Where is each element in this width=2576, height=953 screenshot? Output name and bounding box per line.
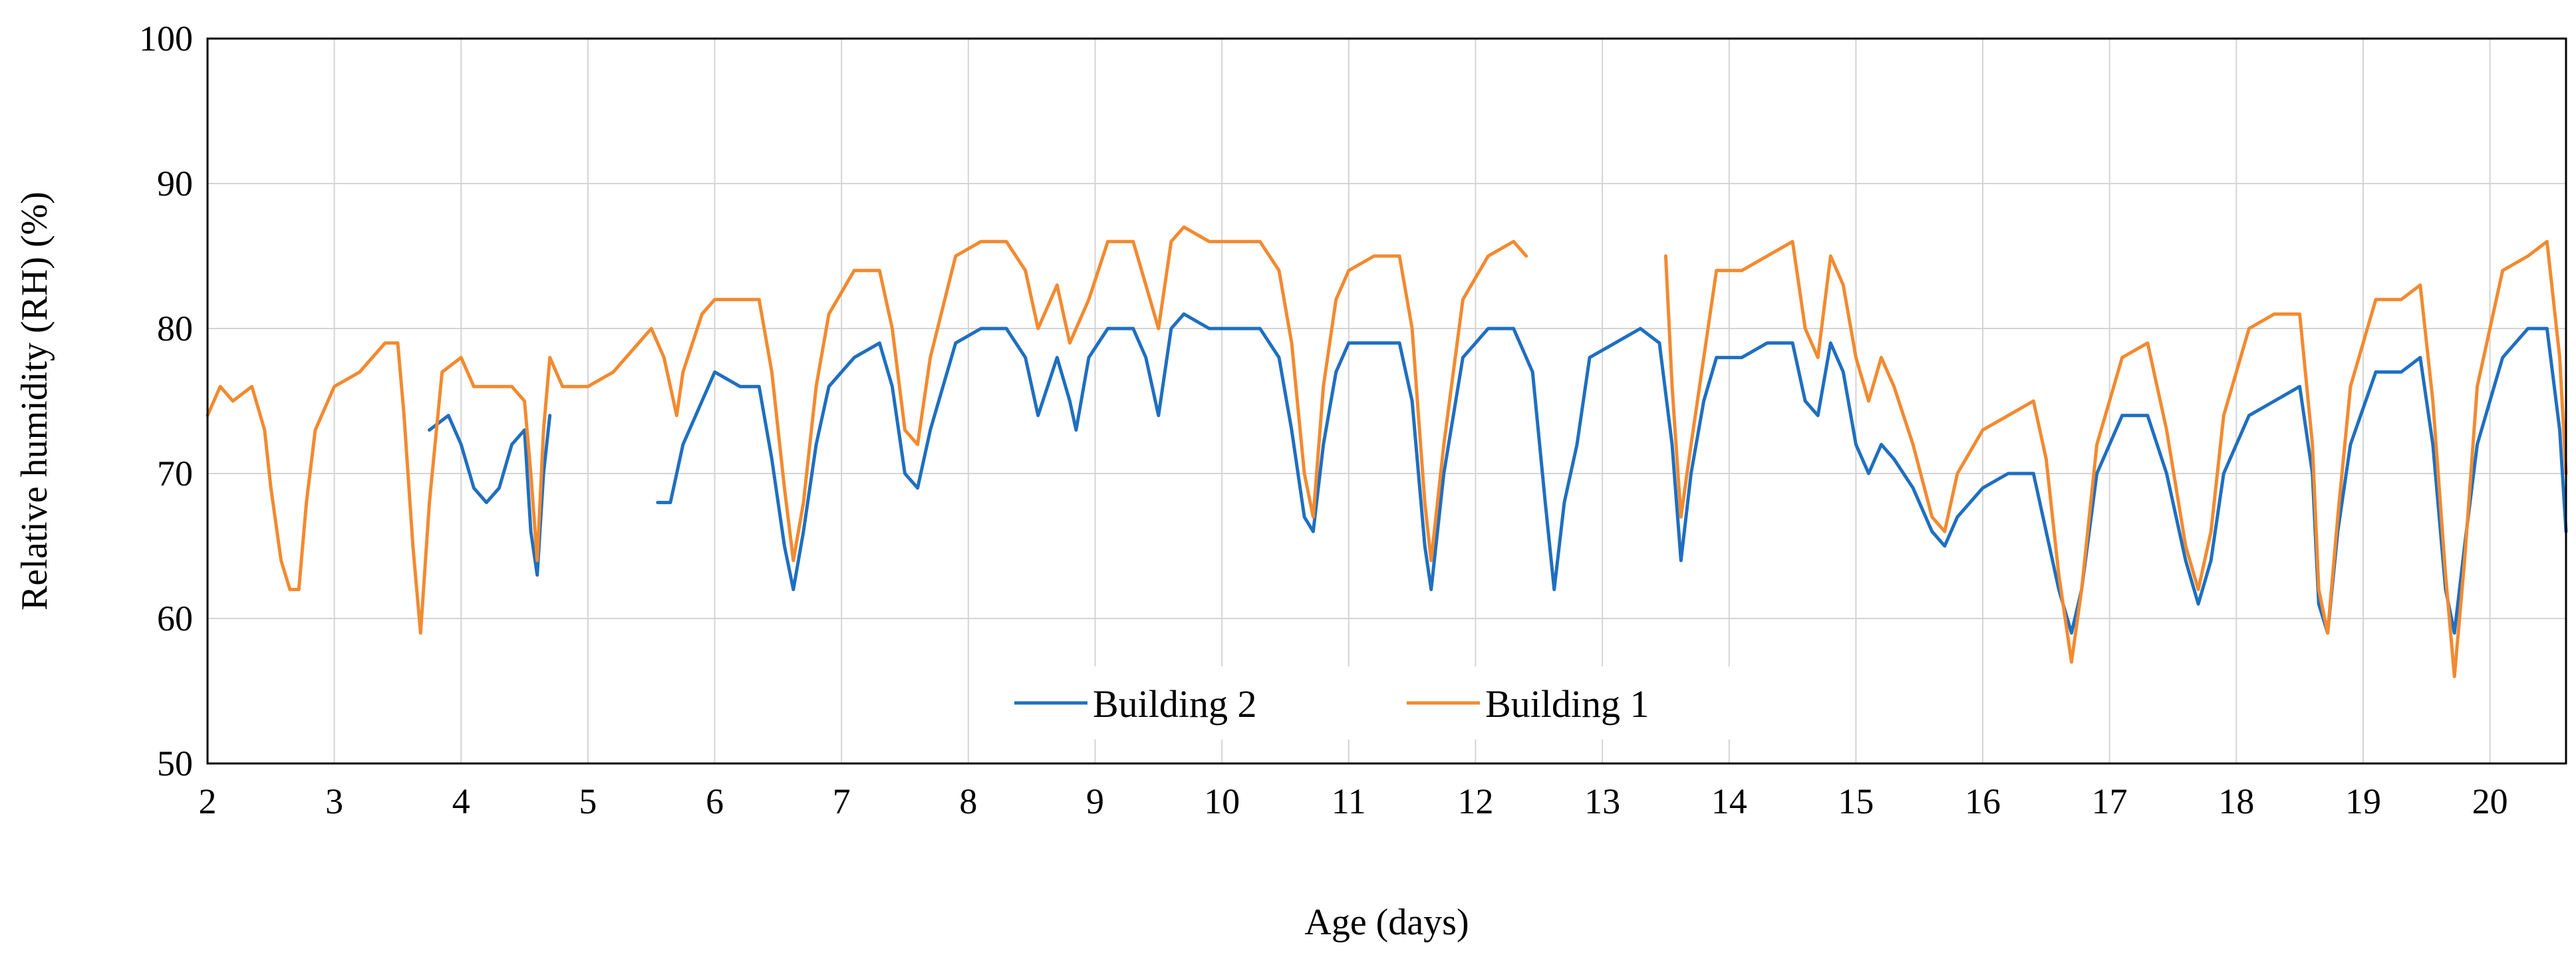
x-tick-label: 18 (2218, 781, 2254, 821)
series-line-building-2-segment-1 (656, 312, 2568, 635)
x-tick-label: 19 (2345, 781, 2381, 821)
x-tick-label: 11 (1332, 781, 1366, 821)
x-axis-title: Age (days) (1304, 902, 1469, 943)
y-tick-label: 50 (157, 744, 193, 783)
x-tick-label: 15 (1838, 781, 1874, 821)
y-tick-labels: 50 60 70 80 90 100 (139, 19, 193, 783)
x-tick-label: 5 (579, 781, 597, 821)
x-tick-label: 10 (1204, 781, 1240, 821)
x-tick-label: 6 (706, 781, 724, 821)
legend-label-building-1: Building 1 (1485, 682, 1649, 726)
y-tick-label: 60 (157, 599, 193, 638)
plot-area-frame (206, 37, 2567, 765)
legend-label-building-2: Building 2 (1093, 682, 1257, 726)
x-tick-label: 13 (1584, 781, 1620, 821)
x-tick-labels: 2 3 4 5 6 7 8 9 10 11 12 13 14 15 16 17 18 19 20 (199, 781, 2508, 821)
x-tick-label: 2 (199, 781, 217, 821)
series-line-building-1-segment-0 (206, 225, 1528, 635)
x-tick-label: 9 (1086, 781, 1104, 821)
y-tick-label: 70 (157, 454, 193, 493)
x-tick-label: 16 (1965, 781, 2001, 821)
x-tick-label: 14 (1711, 781, 1747, 821)
legend-background (998, 666, 1743, 740)
series-lines (206, 225, 2568, 678)
x-tick-label: 20 (2472, 781, 2508, 821)
y-tick-label: 80 (157, 309, 193, 348)
y-tick-label: 90 (157, 164, 193, 204)
legend: Building 2 Building 1 (998, 666, 1743, 740)
x-tick-label: 8 (959, 781, 977, 821)
x-tick-label: 7 (833, 781, 851, 821)
x-tick-label: 3 (325, 781, 343, 821)
y-tick-label: 100 (139, 19, 193, 59)
series-line-building-1-segment-1 (1663, 239, 2568, 678)
x-tick-label: 4 (452, 781, 470, 821)
y-axis-title: Relative humidity (RH) (%) (14, 192, 55, 611)
x-tick-label: 12 (1457, 781, 1493, 821)
x-tick-label: 17 (2092, 781, 2128, 821)
